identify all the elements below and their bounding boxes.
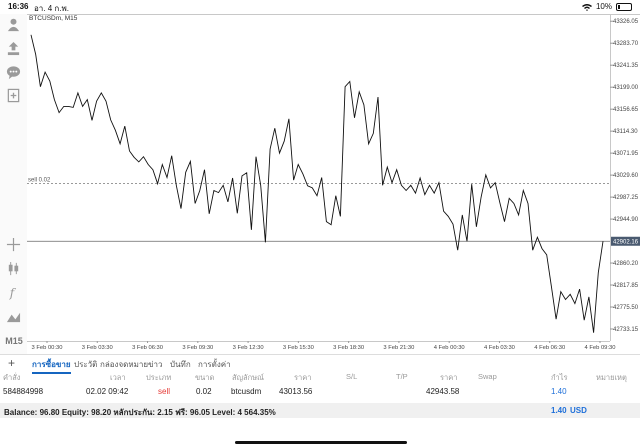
price-tick-label: 42987.25 <box>613 195 639 201</box>
time-tick-label: 4 Feb 03:30 <box>484 345 515 351</box>
balance-summary: Balance: 96.80 Equity: 98.20 หลักประกัน:… <box>4 408 276 417</box>
header-current-price: ราคา <box>440 373 458 382</box>
time-tick-label: 3 Feb 09:30 <box>182 345 213 351</box>
header-time: เวลา <box>110 373 126 382</box>
header-type: ประเภท <box>146 373 172 382</box>
time-tick-label: 4 Feb 00:30 <box>434 345 465 351</box>
time-tick-label: 3 Feb 00:30 <box>32 345 63 351</box>
price-tick-label: 43199.00 <box>613 85 639 91</box>
header-comment: หมายเหตุ <box>596 373 627 382</box>
wifi-icon <box>581 3 592 11</box>
new-order-icon[interactable] <box>5 87 22 104</box>
chart-canvas: BTCUSDm, M15 43326.05 43283.70 43241.35 431… <box>27 14 640 354</box>
price-tick-label: 42733.15 <box>613 327 639 333</box>
header-price: ราคา <box>294 373 312 382</box>
tab-mailbox[interactable]: กล่องจดหมาย <box>100 360 149 369</box>
header-profit: กำไร <box>551 373 568 382</box>
time-tick-label: 3 Feb 21:30 <box>383 345 414 351</box>
sell-level-label: sell 0.02 <box>28 177 51 183</box>
total-profit: 1.40 <box>551 406 567 415</box>
person-icon[interactable] <box>5 16 22 33</box>
price-chart[interactable]: BTCUSDm, M15 43326.05 43283.70 43241.35 431… <box>27 14 640 354</box>
price-tick-label: 42775.50 <box>613 305 639 311</box>
time-tick-label: 3 Feb 18:30 <box>333 345 364 351</box>
date: อา. 4 ก.พ. <box>34 4 69 13</box>
price-tick-label: 42944.90 <box>613 217 639 223</box>
tab-settings[interactable]: การตั้งค่า <box>198 360 231 369</box>
objects-icon[interactable] <box>5 308 22 325</box>
currency-label: USD <box>570 406 587 415</box>
current-price-value: 42902.16 <box>613 239 639 245</box>
header-tp: T/P <box>396 372 408 381</box>
indicator-icon[interactable]: f <box>5 284 22 301</box>
price-tick-label: 43114.30 <box>613 129 638 135</box>
tab-journal[interactable]: บันทึก <box>170 360 191 369</box>
status-bar: 16:36 อา. 4 ก.พ. 10% <box>0 0 640 14</box>
order-time: 02.02 09:42 <box>86 387 129 396</box>
tab-trade[interactable]: การซื้อขาย <box>32 360 71 374</box>
order-type: sell <box>158 387 171 396</box>
header-order: คำสั่ง <box>3 373 21 382</box>
symbol-label: BTCUSDm, M15 <box>29 15 78 22</box>
price-tick-label: 43283.70 <box>613 41 639 47</box>
candlestick-icon[interactable] <box>5 260 22 277</box>
price-tick-label: 42860.20 <box>613 261 639 267</box>
table-row[interactable]: 584884998 02.02 09:42 sell 0.02 btcusdm … <box>0 387 640 401</box>
header-sl: S/L <box>346 372 358 381</box>
terminal-tabs: + การซื้อขาย ประวัติ กล่องจดหมาย ข่าว บั… <box>0 354 640 374</box>
time-tick-label: 4 Feb 09:30 <box>585 345 616 351</box>
tab-history[interactable]: ประวัติ <box>74 360 98 369</box>
time-tick-label: 3 Feb 03:30 <box>82 345 113 351</box>
price-tick-label: 43156.65 <box>613 107 639 113</box>
timeframe-button[interactable]: M15 <box>5 336 23 346</box>
header-symbol: สัญลักษณ์ <box>232 373 265 382</box>
svg-text:f: f <box>9 286 17 300</box>
price-tick-label: 43071.95 <box>613 151 639 157</box>
orders-table-header: คำสั่ง เวลา ประเภท ขนาด สัญลักษณ์ ราคา S… <box>0 372 640 384</box>
time-tick-label: 3 Feb 15:30 <box>283 345 314 351</box>
balance-bar: Balance: 96.80 Equity: 98.20 หลักประกัน:… <box>0 403 640 418</box>
price-tick-label: 42817.85 <box>613 283 639 289</box>
left-toolbar: f M15 <box>0 14 27 354</box>
time-tick-label: 3 Feb 06:30 <box>132 345 163 351</box>
order-profit: 1.40 <box>551 387 567 396</box>
battery-percent: 10% <box>595 2 612 11</box>
current-price-tag <box>611 236 640 246</box>
order-symbol: btcusdm <box>231 387 262 396</box>
time-tick-label: 3 Feb 12:30 <box>233 345 264 351</box>
header-size: ขนาด <box>195 373 215 382</box>
tab-news[interactable]: ข่าว <box>148 360 163 369</box>
add-icon[interactable]: + <box>8 356 16 370</box>
battery-icon <box>616 2 632 11</box>
price-tick-label: 43326.05 <box>613 19 639 25</box>
clock: 16:36 <box>8 2 29 11</box>
order-current-price: 42943.58 <box>426 387 460 396</box>
order-open-price: 43013.56 <box>279 387 313 396</box>
price-tick-label: 43241.35 <box>613 63 639 69</box>
price-tick-label: 43029.60 <box>613 173 639 179</box>
header-swap: Swap <box>478 372 497 381</box>
deposit-icon[interactable] <box>5 40 22 57</box>
time-tick-label: 4 Feb 06:30 <box>534 345 565 351</box>
chat-icon[interactable] <box>5 64 22 81</box>
order-size: 0.02 <box>196 387 212 396</box>
price-series-line <box>30 34 604 333</box>
home-indicator <box>235 441 407 444</box>
order-id: 584884998 <box>3 387 44 396</box>
crosshair-icon[interactable] <box>5 236 22 253</box>
